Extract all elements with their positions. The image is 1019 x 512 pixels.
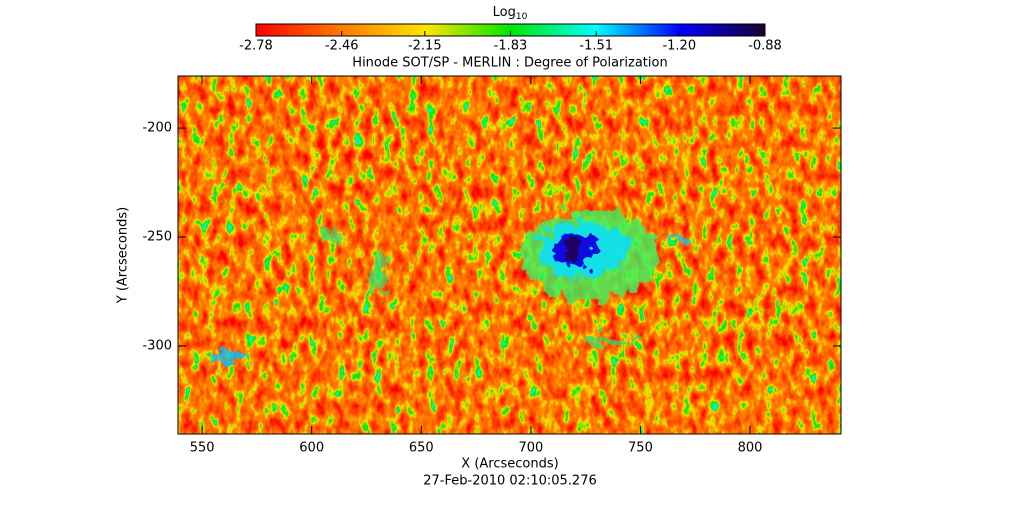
- y-tick-label: -250: [142, 230, 172, 245]
- colorbar-tick-label: -2.78: [239, 39, 273, 54]
- plot-frame: [177, 75, 842, 435]
- colorbar-tick-label: -2.46: [325, 39, 359, 54]
- x-tick-label: 650: [409, 441, 434, 456]
- colorbar-tick-label: -2.15: [408, 39, 442, 54]
- x-tick-label: 800: [738, 441, 763, 456]
- active-region: [208, 210, 697, 362]
- y-tick-label: -200: [142, 121, 172, 136]
- image-texture: [178, 76, 841, 434]
- x-tick-label: 600: [299, 441, 324, 456]
- colorbar-tick-label: -1.20: [662, 39, 696, 54]
- colorbar-tick-label: -1.83: [494, 39, 528, 54]
- chart-title: Hinode SOT/SP - MERLIN : Degree of Polar…: [352, 56, 667, 71]
- colorbar-tick-label: -1.51: [579, 39, 613, 54]
- footer-date: 27-Feb-2010 02:10:05.276: [423, 474, 597, 489]
- colorbar-tick-label: -0.88: [748, 39, 782, 54]
- y-axis-label: Y (Arcseconds): [116, 207, 131, 304]
- polarization-image: [178, 76, 841, 434]
- x-tick-label: 550: [190, 441, 215, 456]
- x-tick-label: 700: [518, 441, 543, 456]
- x-axis-label: X (Arcseconds): [461, 457, 558, 472]
- x-tick-label: 750: [628, 441, 653, 456]
- y-tick-label: -300: [142, 338, 172, 353]
- colorbar-label: Log10: [493, 5, 528, 22]
